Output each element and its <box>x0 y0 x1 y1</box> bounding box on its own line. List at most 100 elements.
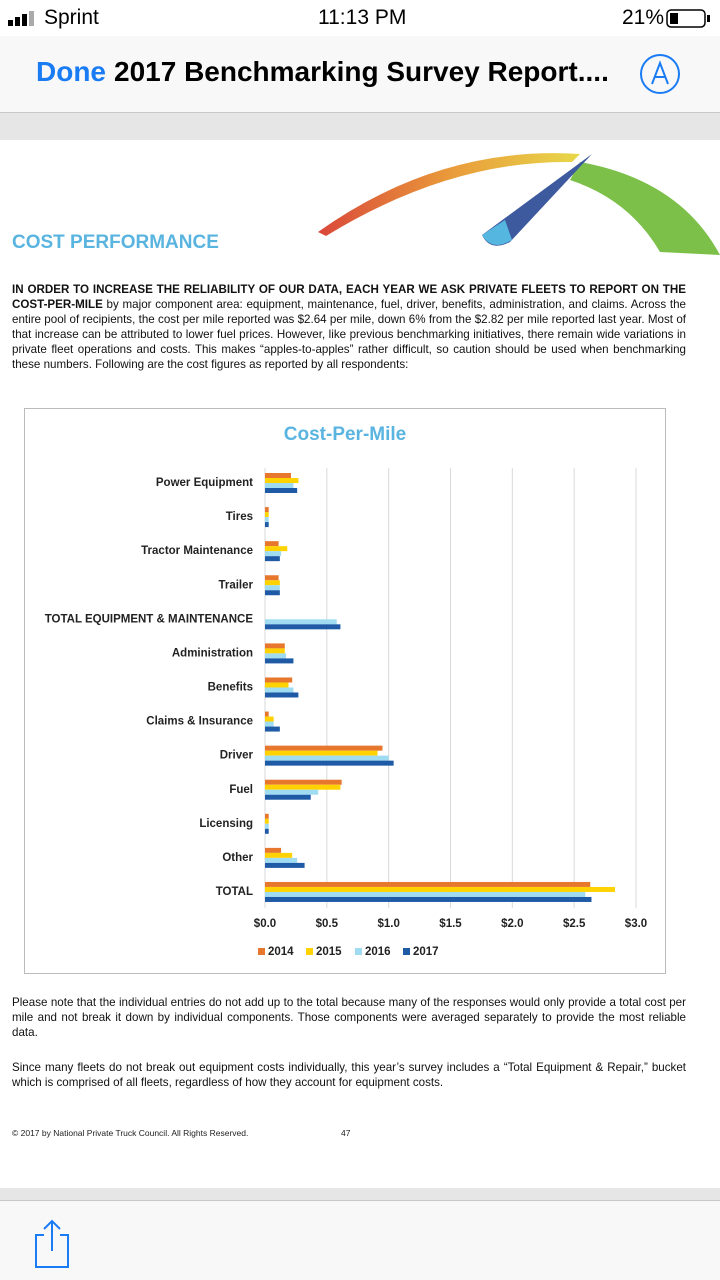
toolbar <box>0 1200 720 1280</box>
intro-body: by major component area: equipment, main… <box>12 298 686 371</box>
bar <box>265 522 269 528</box>
document-page: COST PERFORMANCE IN ORDER TO INCREASE TH… <box>0 140 720 1188</box>
bar <box>265 551 282 557</box>
bar <box>265 478 299 483</box>
bar <box>265 643 285 649</box>
carrier: Sprint <box>44 6 99 29</box>
signal-icon <box>8 11 34 26</box>
y-tick-label: TOTAL <box>216 886 253 898</box>
bar <box>265 517 269 523</box>
legend-label: 2015 <box>316 946 342 958</box>
legend-swatch <box>258 948 265 955</box>
chart-frame <box>24 408 666 974</box>
bar <box>265 658 294 664</box>
battery-icon <box>666 9 710 28</box>
bar <box>265 862 305 868</box>
legend-swatch <box>403 948 410 955</box>
chart: Cost-Per-Mile $0.0 $0.5 $1.0 $1.5 $2.0 $2.5 $3… <box>45 424 647 958</box>
bar <box>265 716 274 722</box>
done-button[interactable]: Done <box>36 56 106 87</box>
bar <box>265 755 389 761</box>
bar <box>265 541 279 547</box>
bar <box>265 682 289 688</box>
copyright: © 2017 by National Private Truck Council… <box>12 1128 249 1138</box>
y-tick-label: Tractor Maintenance <box>141 545 253 557</box>
legend-swatch <box>306 948 313 955</box>
x-tick-label: $2.0 <box>501 918 523 930</box>
document-title: 2017 Benchmarking Survey Report.... <box>114 56 609 87</box>
x-tick-label: $0.0 <box>254 918 276 930</box>
x-tick-label: $1.0 <box>377 918 399 930</box>
y-tick-label: Driver <box>220 750 254 762</box>
bar <box>265 648 285 654</box>
bar <box>265 653 287 659</box>
y-tick-label: TOTAL EQUIPMENT & MAINTENANCE <box>45 613 254 625</box>
legend-label: 2014 <box>268 946 294 958</box>
y-tick-label: Benefits <box>208 682 253 694</box>
markup-button[interactable] <box>638 52 682 96</box>
bar <box>265 813 269 819</box>
nav-bar: Done 2017 Benchmarking Survey Report.... <box>0 36 720 113</box>
legend-label: 2016 <box>365 946 391 958</box>
bar <box>265 624 341 630</box>
bar <box>265 823 269 829</box>
battery-percent: 21% <box>622 6 665 29</box>
bar <box>265 745 383 751</box>
bar <box>265 789 319 795</box>
bar <box>265 794 311 800</box>
status-bar: Sprint 11:13 PM 21% <box>0 0 720 36</box>
bar <box>265 726 280 732</box>
legend-label: 2017 <box>413 946 439 958</box>
y-tick-label: Other <box>222 852 253 864</box>
y-tick-label: Licensing <box>199 818 253 830</box>
bar <box>265 687 294 693</box>
x-tick-label: $3.0 <box>625 918 647 930</box>
x-tick-label: $1.5 <box>439 918 462 930</box>
x-tick-label: $0.5 <box>316 918 339 930</box>
bar <box>265 711 269 717</box>
page-number: 47 <box>341 1128 351 1138</box>
bar <box>265 546 288 552</box>
bar <box>265 857 298 863</box>
bar <box>265 619 337 625</box>
bar <box>265 760 394 766</box>
x-tick-label: $2.5 <box>563 918 586 930</box>
chart-title: Cost-Per-Mile <box>284 424 406 445</box>
bar <box>265 473 291 478</box>
bar <box>265 750 378 756</box>
bar <box>265 507 269 513</box>
y-tick-label: Claims & Insurance <box>146 716 253 728</box>
bar <box>265 575 279 581</box>
bar <box>265 886 615 892</box>
bar <box>265 818 269 824</box>
bar <box>265 852 293 858</box>
bar <box>265 692 299 698</box>
y-tick-label: Fuel <box>229 784 253 796</box>
y-tick-label: Power Equipment <box>156 477 253 489</box>
bar <box>265 721 274 727</box>
gauge-graphic <box>318 153 720 255</box>
bar <box>265 483 294 488</box>
y-tick-label: Trailer <box>218 579 253 591</box>
bar <box>265 488 298 493</box>
bar <box>265 896 592 902</box>
bar <box>265 779 342 785</box>
intro-lead: IN ORDER TO INCREASE THE RELIABILITY OF … <box>12 283 686 311</box>
time: 11:13 PM <box>318 6 407 29</box>
bar <box>265 585 280 591</box>
intro-paragraph: IN ORDER TO INCREASE THE RELIABILITY OF … <box>12 282 686 372</box>
note-paragraph: Since many fleets do not break out equip… <box>12 1061 686 1089</box>
bar <box>265 512 269 518</box>
bar <box>265 556 280 562</box>
legend-swatch <box>355 948 362 955</box>
bar <box>265 590 280 596</box>
bar <box>265 881 591 887</box>
bar <box>265 784 341 790</box>
y-tick-label: Tires <box>226 511 253 523</box>
share-button[interactable] <box>32 1217 72 1269</box>
bar <box>265 828 269 834</box>
bar <box>265 580 280 586</box>
section-heading: COST PERFORMANCE <box>12 232 219 253</box>
note-paragraph: Please note that the individual entries … <box>12 996 686 1039</box>
